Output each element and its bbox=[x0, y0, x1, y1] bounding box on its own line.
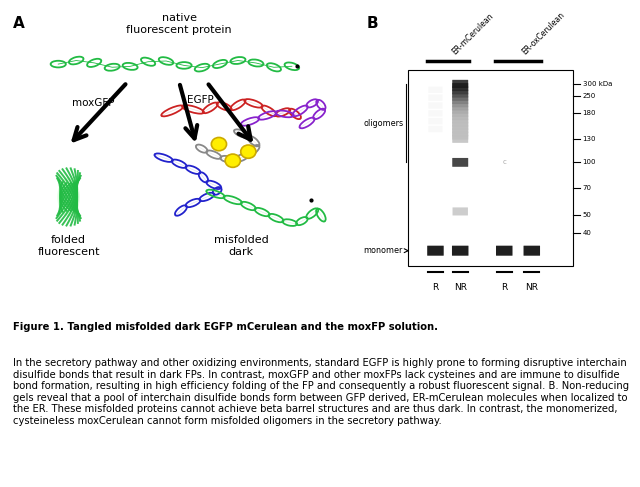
Text: misfolded
dark: misfolded dark bbox=[214, 235, 269, 257]
Circle shape bbox=[241, 145, 256, 158]
Text: oligomers: oligomers bbox=[364, 119, 404, 128]
Text: ER-oxCerulean: ER-oxCerulean bbox=[521, 11, 567, 56]
Bar bbox=[408, 70, 573, 266]
FancyBboxPatch shape bbox=[452, 135, 468, 143]
Text: 250: 250 bbox=[582, 93, 596, 99]
FancyBboxPatch shape bbox=[452, 207, 468, 215]
Text: moxGFP: moxGFP bbox=[72, 98, 114, 108]
Text: 100: 100 bbox=[582, 159, 596, 166]
FancyBboxPatch shape bbox=[452, 106, 468, 114]
FancyBboxPatch shape bbox=[452, 125, 468, 133]
FancyBboxPatch shape bbox=[452, 109, 468, 117]
Text: 50: 50 bbox=[582, 212, 591, 218]
Circle shape bbox=[211, 137, 227, 151]
Text: B: B bbox=[367, 16, 378, 31]
Text: In the secretory pathway and other oxidizing environments, standard EGFP is high: In the secretory pathway and other oxidi… bbox=[13, 358, 628, 426]
Text: 300 kDa: 300 kDa bbox=[582, 81, 612, 87]
FancyBboxPatch shape bbox=[452, 96, 468, 104]
FancyBboxPatch shape bbox=[452, 131, 468, 140]
FancyBboxPatch shape bbox=[452, 128, 468, 136]
FancyBboxPatch shape bbox=[452, 80, 468, 88]
Circle shape bbox=[225, 154, 241, 168]
FancyBboxPatch shape bbox=[452, 119, 468, 127]
Text: NR: NR bbox=[525, 283, 538, 292]
FancyBboxPatch shape bbox=[452, 86, 468, 94]
FancyBboxPatch shape bbox=[452, 90, 468, 97]
FancyBboxPatch shape bbox=[428, 118, 443, 124]
Text: Figure 1. Tangled misfolded dark EGFP mCerulean and the moxFP solution.: Figure 1. Tangled misfolded dark EGFP mC… bbox=[13, 321, 438, 332]
FancyBboxPatch shape bbox=[428, 110, 443, 116]
Text: R: R bbox=[501, 283, 508, 292]
FancyBboxPatch shape bbox=[452, 99, 468, 107]
Text: ER-mCerulean: ER-mCerulean bbox=[451, 12, 495, 56]
Text: EGFP: EGFP bbox=[187, 95, 213, 105]
FancyBboxPatch shape bbox=[428, 245, 444, 256]
Text: R: R bbox=[433, 283, 438, 292]
FancyBboxPatch shape bbox=[452, 83, 468, 91]
Text: c: c bbox=[502, 159, 506, 166]
FancyBboxPatch shape bbox=[452, 245, 468, 256]
FancyBboxPatch shape bbox=[452, 112, 468, 120]
Text: 180: 180 bbox=[582, 110, 596, 116]
Text: 70: 70 bbox=[582, 185, 592, 191]
FancyBboxPatch shape bbox=[428, 94, 443, 101]
FancyBboxPatch shape bbox=[452, 158, 468, 167]
FancyBboxPatch shape bbox=[452, 115, 468, 124]
Text: 40: 40 bbox=[582, 230, 591, 236]
Text: native
fluorescent protein: native fluorescent protein bbox=[126, 13, 232, 35]
FancyBboxPatch shape bbox=[452, 93, 468, 101]
Text: A: A bbox=[13, 16, 25, 31]
FancyBboxPatch shape bbox=[452, 122, 468, 130]
Text: NR: NR bbox=[454, 283, 467, 292]
FancyBboxPatch shape bbox=[452, 102, 468, 111]
Text: 130: 130 bbox=[582, 136, 596, 142]
Ellipse shape bbox=[58, 177, 80, 217]
FancyBboxPatch shape bbox=[428, 87, 443, 93]
FancyBboxPatch shape bbox=[428, 126, 443, 132]
FancyBboxPatch shape bbox=[496, 245, 513, 256]
FancyBboxPatch shape bbox=[524, 245, 540, 256]
Text: folded
fluorescent: folded fluorescent bbox=[37, 235, 100, 257]
FancyBboxPatch shape bbox=[428, 102, 443, 109]
Text: monomer: monomer bbox=[364, 246, 403, 255]
